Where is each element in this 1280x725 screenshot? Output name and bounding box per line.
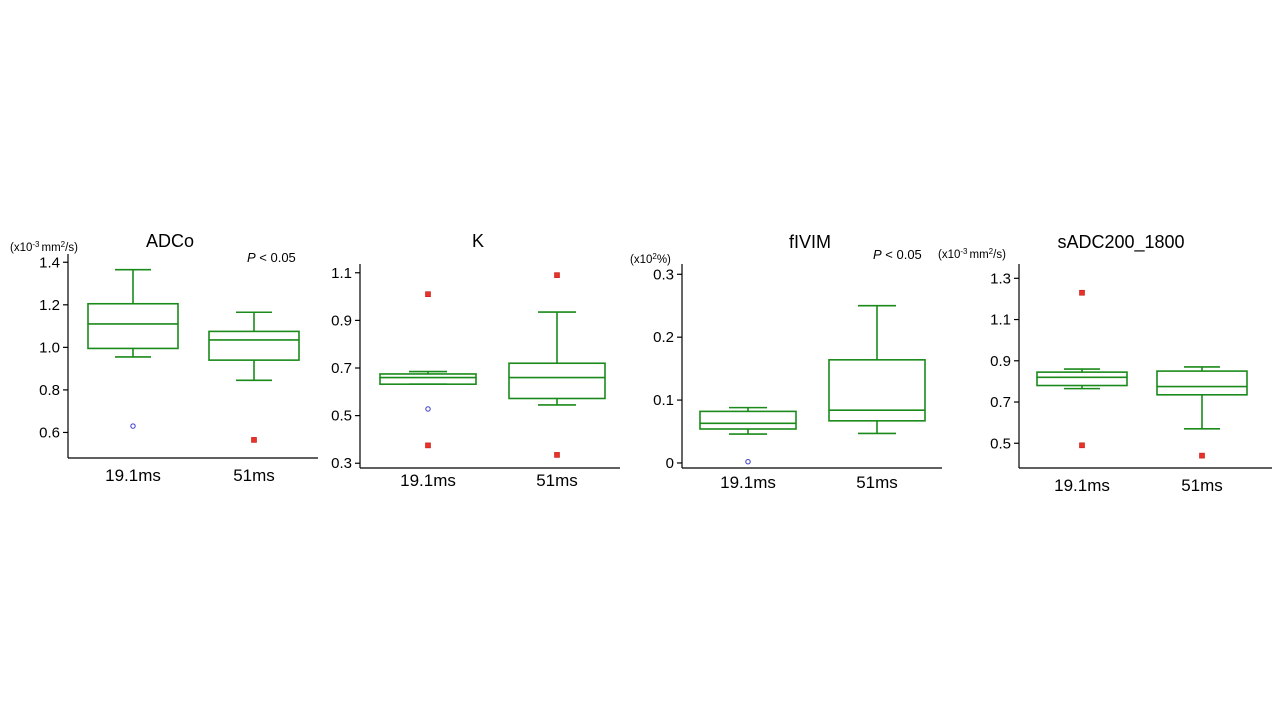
chart-title: ADCo xyxy=(146,231,194,251)
y-tick-label: 0.2 xyxy=(653,329,674,346)
p-value-label: P < 0.05 xyxy=(873,247,922,262)
x-category-label: 19.1ms xyxy=(400,471,456,490)
y-tick-label: 0.3 xyxy=(331,455,352,472)
box-19-1ms xyxy=(1036,289,1128,449)
outlier-far-point xyxy=(1079,442,1085,449)
box-19-1ms xyxy=(87,268,179,429)
y-tick-label: 0.7 xyxy=(990,394,1011,411)
x-category-label: 19.1ms xyxy=(105,466,161,485)
iqr-box xyxy=(699,410,797,430)
outlier-far-point xyxy=(1079,289,1085,296)
panel-3: fIVIM (x102%) P < 0.05 0 0.1 0.2 0.3 19.1ms 51ms xyxy=(630,232,942,492)
y-tick-label: 1.4 xyxy=(39,254,60,271)
outlier-near-point xyxy=(130,423,136,429)
y-tick-label: 0.5 xyxy=(331,408,352,425)
y-tick-label: 1.0 xyxy=(39,339,60,356)
x-category-label: 19.1ms xyxy=(1054,476,1110,495)
y-tick-label: 0.7 xyxy=(331,360,352,377)
outlier-near-point xyxy=(745,459,751,465)
panel-2: K 0.3 0.5 0.7 0.9 1.1 19.1ms 51ms xyxy=(331,231,620,490)
outlier-far-point xyxy=(1199,452,1205,459)
box-19-1ms xyxy=(379,291,477,449)
box-51ms xyxy=(1156,366,1248,459)
outlier-far-point xyxy=(425,442,431,449)
outlier-far-point xyxy=(425,291,431,297)
outlier-far-point xyxy=(554,272,560,278)
y-tick-label: 1.2 xyxy=(39,297,60,314)
y-tick-label: 0.9 xyxy=(331,312,352,329)
outlier-far-point xyxy=(251,437,257,443)
y-tick-label: 0.8 xyxy=(39,382,60,399)
x-category-label: 51ms xyxy=(233,466,275,485)
unit-label: (x10-3 mm2/s) xyxy=(938,247,1006,261)
iqr-box xyxy=(1156,370,1248,396)
unit-label: (x102%) xyxy=(630,252,671,266)
x-category-label: 51ms xyxy=(1181,476,1223,495)
iqr-box xyxy=(87,302,179,350)
p-value-label: P < 0.05 xyxy=(247,250,296,265)
y-tick-label: 1.3 xyxy=(990,270,1011,287)
panel-4: sADC200_1800 (x10-3 mm2/s) 0.5 0.7 0.9 1.1 1.3 1… xyxy=(938,232,1272,495)
iqr-box xyxy=(208,330,300,361)
box-19-1ms xyxy=(699,406,797,465)
y-tick-label: 0.6 xyxy=(39,424,60,441)
unit-label: (x10-3 mm2/s) xyxy=(10,240,78,254)
y-tick-label: 0.1 xyxy=(653,392,674,409)
iqr-box xyxy=(828,359,926,422)
outlier-far-point xyxy=(554,452,560,458)
x-category-label: 51ms xyxy=(536,471,578,490)
y-tick-label: 0.5 xyxy=(990,435,1011,452)
iqr-box xyxy=(1036,371,1128,387)
chart-title: fIVIM xyxy=(789,232,831,252)
chart-title: sADC200_1800 xyxy=(1057,232,1184,253)
y-tick-label: 1.1 xyxy=(331,265,352,282)
box-51ms xyxy=(828,304,926,435)
x-category-label: 51ms xyxy=(856,473,898,492)
outlier-near-point xyxy=(425,406,431,412)
iqr-box xyxy=(379,373,477,385)
y-tick-label: 1.1 xyxy=(990,312,1011,329)
y-tick-label: 0.9 xyxy=(990,353,1011,370)
y-tick-label: 0.3 xyxy=(653,266,674,283)
iqr-box xyxy=(508,362,606,400)
x-category-label: 19.1ms xyxy=(720,473,776,492)
box-51ms xyxy=(508,272,606,458)
box-51ms xyxy=(208,311,300,443)
y-tick-label: 0 xyxy=(666,455,674,472)
chart-title: K xyxy=(472,231,484,251)
panel-1: ADCo (x10-3 mm2/s) P < 0.05 0.6 0.8 1.0 1.2 1.4 1… xyxy=(10,231,318,485)
